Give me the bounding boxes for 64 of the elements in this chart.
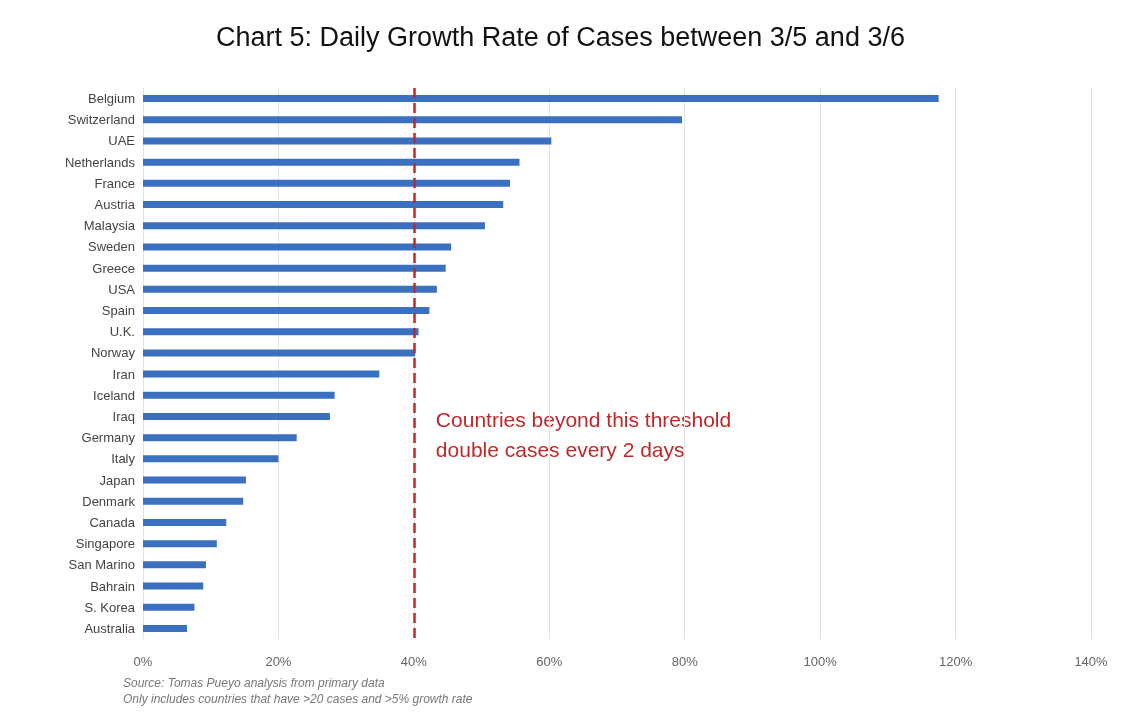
- y-tick-label: Canada: [89, 514, 136, 530]
- bar: [143, 328, 419, 336]
- bar: [143, 243, 452, 251]
- bar: [143, 264, 446, 272]
- bar: [143, 518, 227, 526]
- y-tick-label: Switzerland: [67, 112, 135, 128]
- x-tick-label: 60%: [536, 654, 563, 669]
- y-tick-label: Denmark: [82, 493, 136, 509]
- y-tick-label: Austria: [94, 197, 136, 213]
- x-tick-label: 140%: [1074, 654, 1109, 669]
- bar: [143, 349, 416, 357]
- y-tick-label: U.K.: [109, 324, 135, 340]
- bar: [143, 540, 217, 548]
- bar: [143, 476, 246, 484]
- y-tick-label: Bahrain: [90, 578, 135, 594]
- y-tick-label: France: [94, 175, 135, 191]
- bar: [143, 158, 520, 166]
- y-tick-label: Spain: [101, 303, 135, 319]
- y-tick-label: Belgium: [88, 91, 135, 107]
- y-tick-label: Sweden: [88, 239, 135, 255]
- bar: [143, 179, 511, 187]
- bar: [143, 497, 244, 505]
- y-tick-label: Netherlands: [64, 154, 136, 170]
- y-tick-label: Greece: [92, 260, 135, 276]
- text: Only includes countries that have >20 cases and >5% growth rate: [123, 692, 473, 706]
- y-tick-label: Iraq: [112, 408, 135, 424]
- ref-line-label: Countries beyond this threshold double cases every 2 days: [435, 407, 732, 461]
- chart-title: Chart 5: Daily Growth Rate of Cases between 3/5 and 3/6: [216, 21, 905, 52]
- y-tick-label: USA: [108, 281, 136, 297]
- bar: [143, 116, 683, 124]
- bar: [143, 582, 204, 590]
- y-tick-label: Iran: [112, 366, 135, 382]
- bar: [143, 391, 335, 399]
- bar: [143, 434, 297, 442]
- y-tick-label: Iceland: [93, 387, 135, 403]
- y-tick-label: Japan: [99, 472, 135, 488]
- y-tick-label: Malaysia: [83, 218, 136, 234]
- y-tick-label: Italy: [111, 451, 136, 467]
- x-tick-label: 20%: [265, 654, 292, 669]
- bar: [143, 603, 195, 611]
- bar: [143, 624, 188, 632]
- bar: [143, 222, 485, 230]
- y-tick-label: Norway: [90, 345, 136, 361]
- bar: [143, 285, 437, 293]
- y-tick-label: S. Korea: [84, 599, 136, 615]
- y-tick-label: Germany: [81, 430, 136, 446]
- x-tick-label: 0%: [133, 654, 153, 669]
- x-tick-label: 100%: [803, 654, 838, 669]
- x-tick-label: 40%: [400, 654, 428, 669]
- y-tick-label: Singapore: [75, 536, 135, 552]
- source-note: Source: Tomas Pueyo analysis from primary data: [123, 676, 385, 690]
- bar: [143, 95, 939, 103]
- bar: [143, 455, 279, 463]
- bar: [143, 412, 330, 420]
- x-tick-label: 120%: [938, 654, 973, 669]
- bar: [143, 307, 430, 315]
- bar: [143, 370, 380, 378]
- bar: [143, 561, 206, 569]
- x-tick-label: 80%: [671, 654, 699, 669]
- y-tick-label: UAE: [108, 133, 136, 149]
- bar: [143, 137, 552, 145]
- y-tick-label: Australia: [84, 620, 136, 636]
- y-tick-label: San Marino: [68, 557, 135, 573]
- bar: [143, 201, 504, 209]
